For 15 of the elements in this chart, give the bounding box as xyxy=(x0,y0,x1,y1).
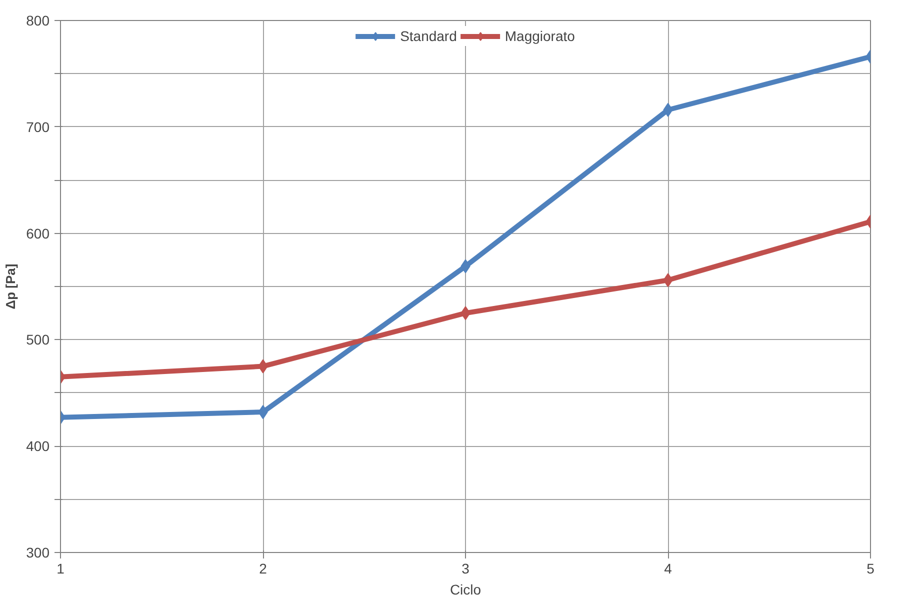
y-tick-label: 300 xyxy=(26,544,50,560)
x-tick-label: 1 xyxy=(56,560,65,576)
x-tick-label: 2 xyxy=(259,560,268,576)
y-tick-label: 800 xyxy=(26,12,50,28)
legend-label: Maggiorato xyxy=(504,28,575,44)
x-axis-title: Ciclo xyxy=(450,582,482,598)
legend-label: Standard xyxy=(400,28,457,44)
y-axis-title: Δp [Pa] xyxy=(3,264,18,310)
x-tick-label: 5 xyxy=(866,560,875,576)
x-tick-label: 3 xyxy=(462,560,470,576)
y-tick-label: 400 xyxy=(26,438,50,454)
y-tick-label: 600 xyxy=(26,225,50,242)
y-tick-label: 700 xyxy=(26,118,50,135)
y-tick-label: 500 xyxy=(26,332,50,348)
x-tick-label: 4 xyxy=(664,560,672,576)
